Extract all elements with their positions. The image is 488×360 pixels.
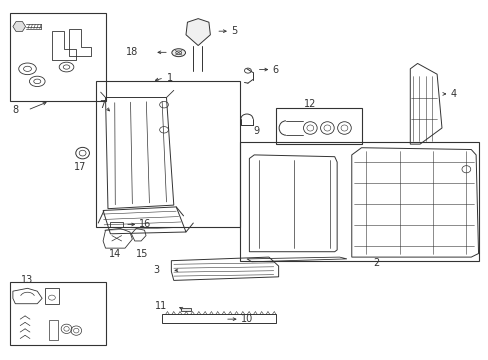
Bar	[276, 108, 361, 144]
Ellipse shape	[171, 49, 185, 57]
Text: 17: 17	[73, 162, 86, 172]
Text: 5: 5	[231, 26, 237, 36]
Text: 6: 6	[272, 64, 278, 75]
Text: 8: 8	[12, 105, 19, 115]
Text: 2: 2	[373, 258, 379, 268]
Polygon shape	[185, 19, 210, 45]
Text: 9: 9	[253, 126, 259, 135]
Text: 3: 3	[153, 265, 159, 275]
Bar	[181, 308, 190, 311]
Text: 4: 4	[450, 89, 456, 99]
Text: 18: 18	[126, 47, 139, 57]
Text: 13: 13	[21, 275, 34, 285]
Text: 7: 7	[99, 100, 105, 110]
Bar	[49, 320, 58, 339]
Bar	[44, 288, 59, 304]
Text: 10: 10	[240, 314, 252, 324]
Text: 11: 11	[155, 301, 167, 311]
Bar	[10, 282, 105, 345]
Text: 12: 12	[304, 99, 316, 109]
Bar	[239, 142, 478, 261]
Text: 16: 16	[139, 220, 151, 229]
Bar	[96, 81, 239, 226]
Text: 15: 15	[136, 248, 148, 258]
Text: 14: 14	[109, 248, 121, 258]
Polygon shape	[13, 22, 25, 31]
Text: 1: 1	[166, 73, 172, 83]
Bar	[161, 315, 276, 323]
Bar	[110, 222, 122, 226]
Bar	[10, 13, 105, 101]
